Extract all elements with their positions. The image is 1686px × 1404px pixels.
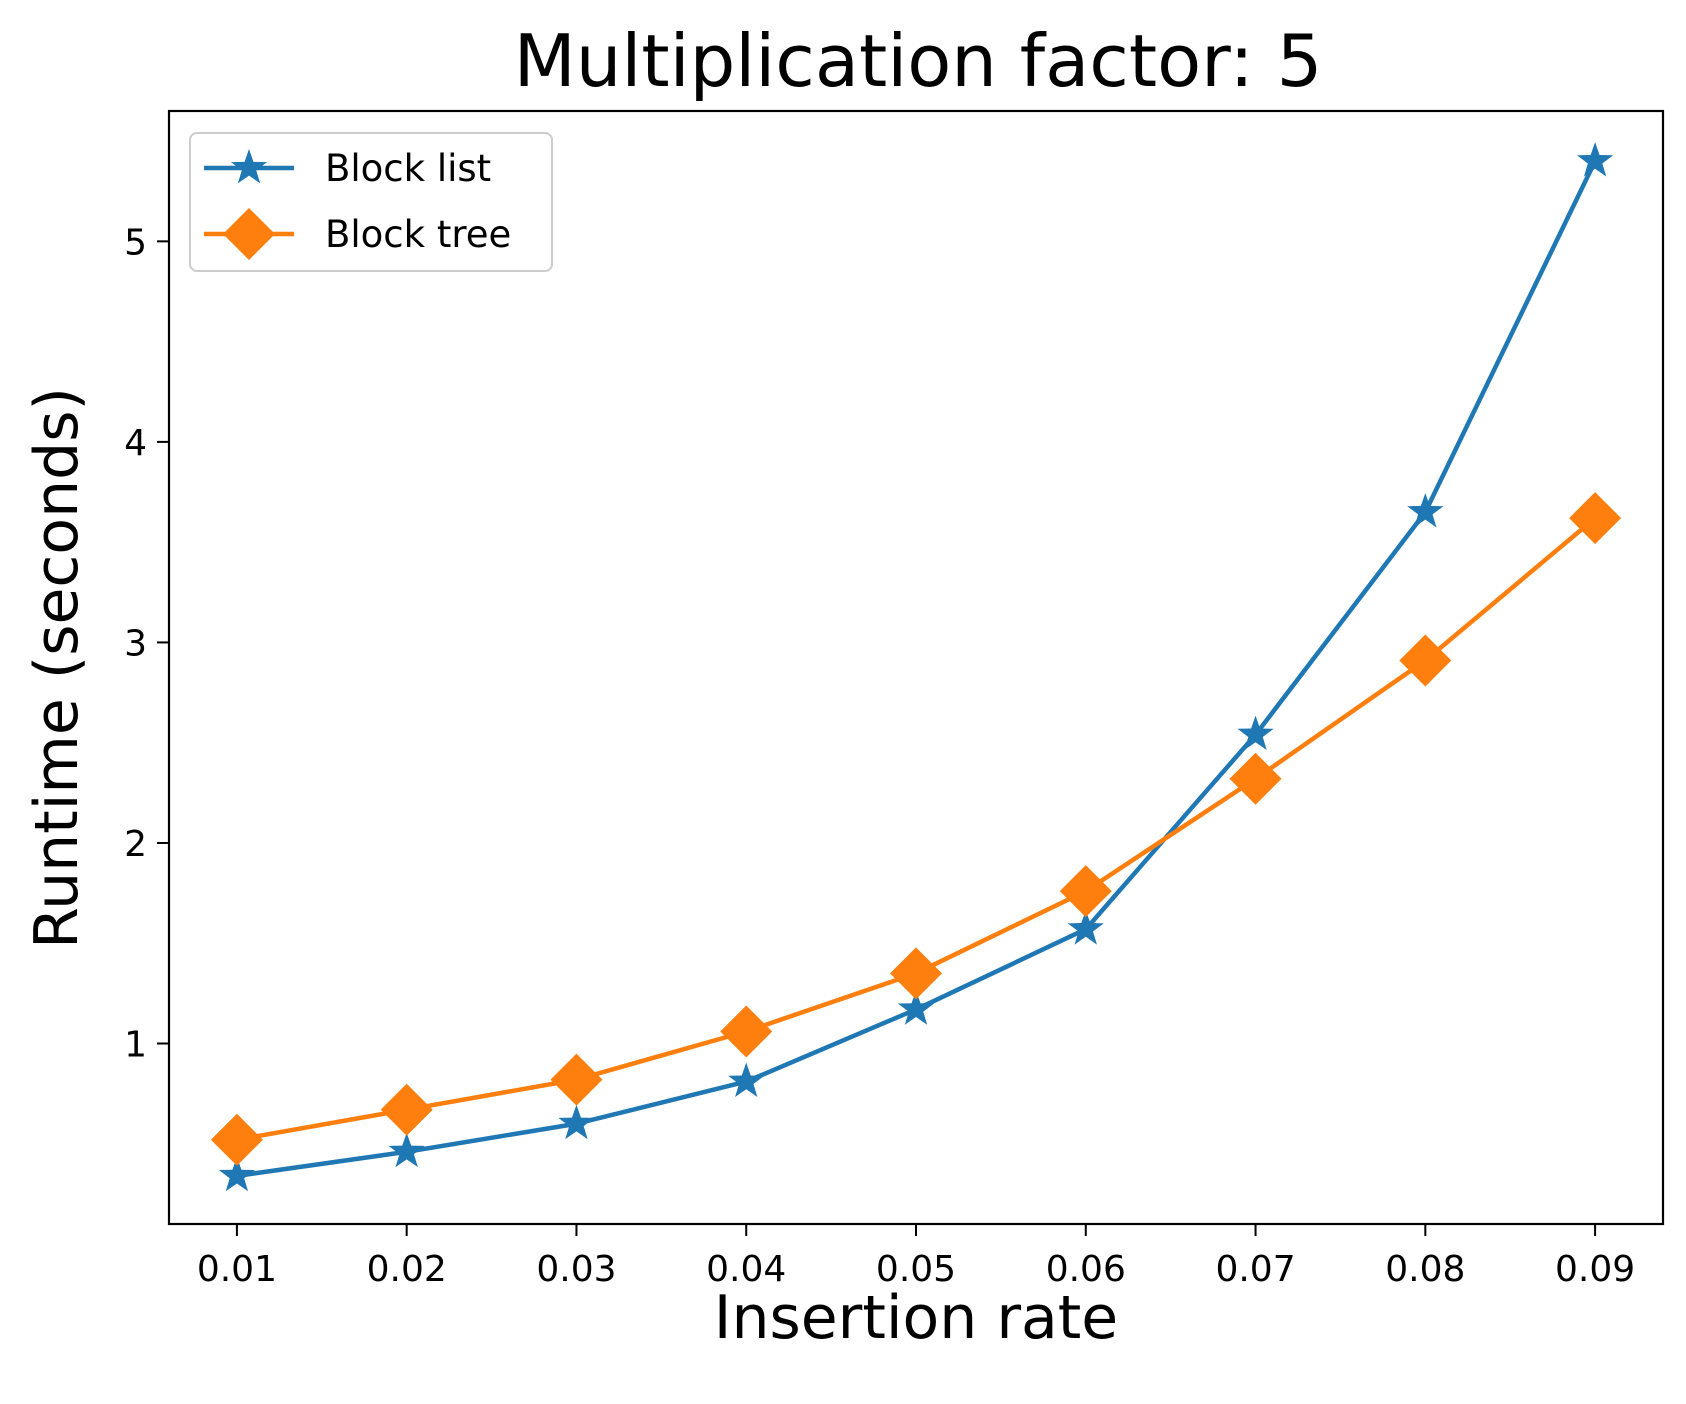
legend: Block list Block tree [189, 132, 553, 272]
data-point-block-list [558, 1104, 595, 1140]
data-point-block-tree [890, 947, 942, 1000]
y-tick-label: 3 [124, 623, 147, 664]
data-point-block-tree [1569, 492, 1622, 545]
y-tick-label: 2 [124, 824, 147, 865]
x-tick-label: 0.06 [1046, 1249, 1126, 1290]
y-axis-label: Runtime (seconds) [22, 387, 92, 949]
x-tick-label: 0.03 [536, 1249, 616, 1290]
data-point-block-tree [550, 1053, 603, 1106]
data-point-block-tree [380, 1083, 433, 1136]
data-point-block-list [1577, 142, 1614, 177]
chart-title: Multiplication factor: 5 [514, 19, 1323, 103]
legend-label-block-tree: Block tree [325, 213, 511, 256]
data-point-block-tree [1399, 634, 1452, 687]
x-axis-label: Insertion rate [714, 1283, 1118, 1353]
data-point-block-list [1237, 715, 1274, 751]
legend-diamond-icon [223, 208, 275, 260]
y-tick-label: 1 [124, 1025, 147, 1066]
data-point-block-list [1407, 493, 1444, 528]
series-layer [210, 142, 1622, 1192]
data-point-block-list [218, 1156, 255, 1192]
data-point-block-list [897, 990, 935, 1025]
x-tick-label: 0.05 [876, 1249, 956, 1290]
legend-star-icon [230, 149, 268, 184]
data-point-block-tree [1229, 752, 1282, 805]
x-tick-label: 0.09 [1555, 1249, 1635, 1290]
data-point-block-tree [210, 1113, 263, 1166]
data-point-block-list [728, 1062, 765, 1097]
x-tick-label: 0.08 [1385, 1249, 1465, 1290]
x-tick-label: 0.04 [706, 1249, 786, 1290]
legend-label-block-list: Block list [325, 147, 491, 190]
x-tick-label: 0.01 [197, 1249, 277, 1290]
y-axis: 1 2 3 4 5 [124, 222, 169, 1066]
x-axis: 0.01 0.02 0.03 0.04 0.05 0.06 0.07 0.08 0.09 [197, 1224, 1635, 1290]
x-tick-label: 0.02 [367, 1249, 447, 1290]
data-point-block-list [1067, 910, 1104, 945]
y-tick-label: 4 [124, 423, 147, 464]
data-point-block-tree [720, 1005, 773, 1058]
y-tick-label: 5 [124, 222, 147, 263]
data-point-block-tree [1059, 865, 1112, 918]
data-point-block-list [388, 1132, 425, 1168]
x-tick-label: 0.07 [1215, 1249, 1295, 1290]
